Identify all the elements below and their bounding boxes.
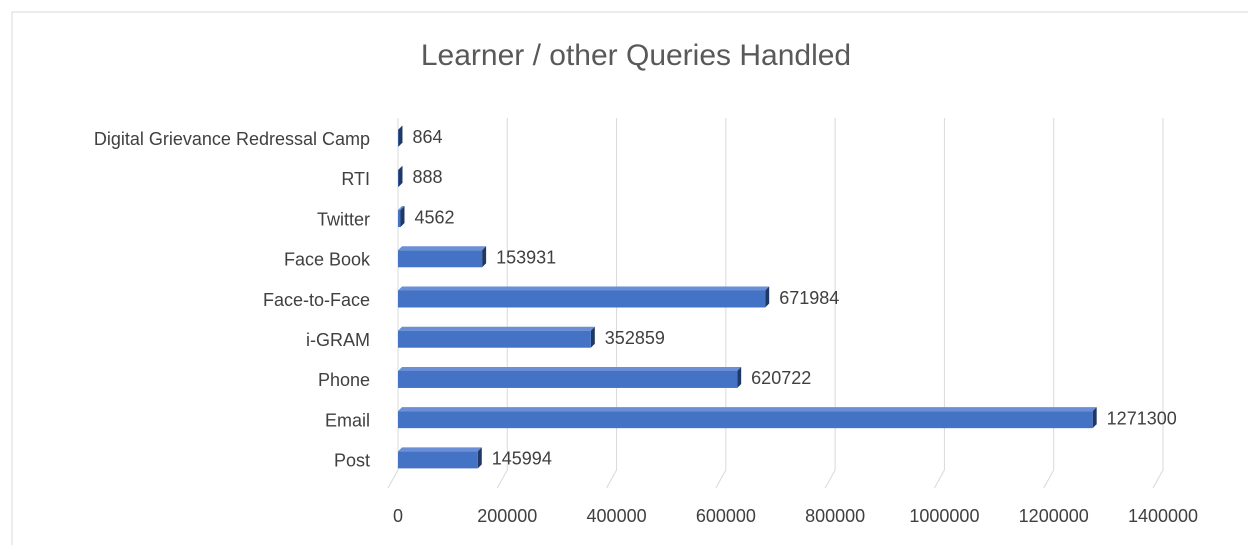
data-label: 352859 (605, 328, 665, 348)
y-tick-label: Face-to-Face (263, 290, 370, 310)
x-tick-label: 1200000 (1019, 506, 1089, 526)
bar-side (398, 165, 403, 187)
bar-top (398, 206, 405, 211)
grid-line (496, 118, 508, 489)
y-tick-label: Email (325, 410, 370, 430)
data-label: 671984 (779, 288, 839, 308)
grid-line (824, 118, 836, 489)
x-tick-label: 0 (393, 506, 403, 526)
bar-side (482, 246, 487, 268)
bar-side (477, 447, 482, 469)
bar-top (398, 246, 487, 251)
x-tick-label: 800000 (805, 506, 865, 526)
x-tick-label: 1000000 (909, 506, 979, 526)
y-tick-label: i-GRAM (306, 330, 370, 350)
data-label: 620722 (751, 368, 811, 388)
grid-line (606, 118, 618, 489)
grid-line (715, 118, 727, 489)
bar (398, 370, 738, 388)
x-tick-label: 600000 (696, 506, 756, 526)
bar-top (398, 447, 482, 452)
bar-top (398, 407, 1097, 412)
y-tick-label: Twitter (317, 209, 370, 229)
x-tick-label: 400000 (587, 506, 647, 526)
y-tick-label: Face Book (284, 250, 371, 270)
bar-side (398, 125, 403, 147)
data-label: 888 (412, 167, 442, 187)
bar-top (398, 165, 403, 170)
bar-side (737, 366, 742, 388)
bar (398, 411, 1093, 429)
y-tick-label: Phone (318, 370, 370, 390)
y-tick-label: Post (334, 451, 370, 471)
chart-title: Learner / other Queries Handled (421, 39, 851, 72)
bar-top (398, 286, 770, 291)
grid-line (1043, 118, 1055, 489)
bar-side (765, 286, 770, 308)
chart-border (11, 11, 1248, 545)
bar-side (1092, 407, 1097, 429)
bar-top (398, 326, 595, 331)
y-tick-label: RTI (341, 169, 370, 189)
bar-top (398, 125, 403, 130)
data-label: 145994 (492, 449, 552, 469)
x-tick-label: 1400000 (1128, 506, 1198, 526)
grid-line (1152, 118, 1164, 489)
bar (398, 290, 766, 308)
grid-line (933, 118, 945, 489)
bar (398, 250, 483, 268)
x-tick-label: 200000 (477, 506, 537, 526)
bar (398, 451, 478, 469)
y-tick-label: Digital Grievance Redressal Camp (94, 129, 370, 149)
data-label: 153931 (496, 248, 556, 268)
bar-top (398, 366, 742, 371)
bar (398, 330, 591, 348)
data-label: 1271300 (1107, 408, 1177, 428)
bar-side (400, 206, 405, 228)
bar (398, 210, 401, 228)
data-label: 864 (412, 127, 442, 147)
data-label: 4562 (414, 207, 454, 227)
grid-line (387, 118, 399, 489)
bar-side (590, 326, 595, 348)
